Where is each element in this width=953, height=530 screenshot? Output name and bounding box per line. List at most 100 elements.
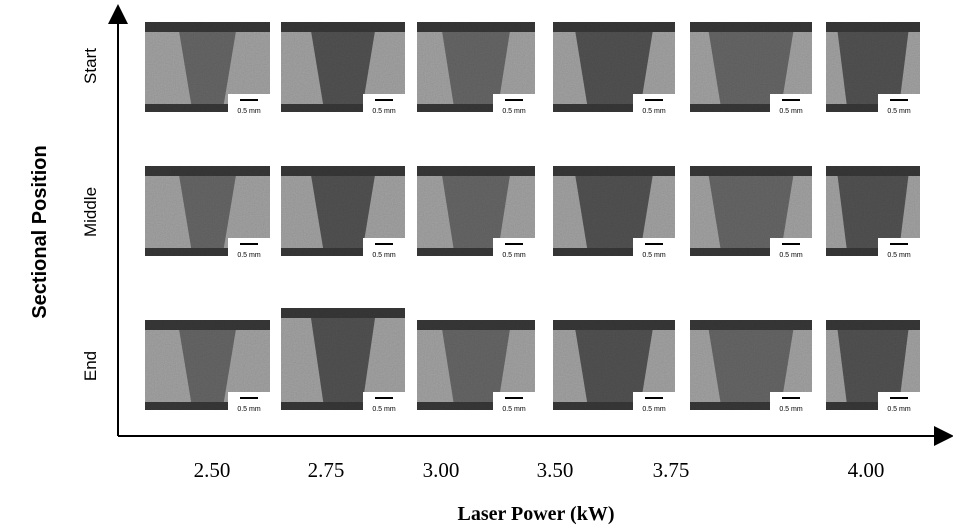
- top-edge: [826, 22, 920, 32]
- top-edge: [826, 320, 920, 330]
- fusion-zone: [440, 320, 512, 410]
- top-edge: [145, 320, 270, 330]
- bottom-edge: [826, 104, 920, 112]
- top-edge: [553, 22, 675, 32]
- micrograph: 0.5 mm: [281, 22, 405, 116]
- scale-bar-box: [878, 392, 920, 414]
- fusion-zone: [309, 22, 377, 112]
- top-edge: [417, 166, 535, 176]
- top-edge: [690, 22, 812, 32]
- scale-bar-label: 0.5 mm: [887, 108, 911, 115]
- micrograph-image: [281, 166, 405, 256]
- x-axis-title: Laser Power (kW): [457, 503, 614, 525]
- fusion-zone: [707, 22, 795, 112]
- bottom-edge: [417, 402, 535, 410]
- scale-bar-label: 0.5 mm: [642, 406, 666, 413]
- scale-bar-label: 0.5 mm: [887, 406, 911, 413]
- bottom-edge: [145, 104, 270, 112]
- bottom-edge: [826, 248, 920, 256]
- micrograph: 0.5 mm: [417, 320, 535, 414]
- column-label: 2.50: [194, 458, 231, 482]
- scale-bar-box: [770, 238, 812, 260]
- scale-bar-box: [363, 94, 405, 116]
- fusion-zone: [573, 166, 655, 256]
- fusion-zone: [177, 320, 238, 410]
- row-label: End: [81, 351, 100, 381]
- y-axis-title: Sectional Position: [29, 145, 51, 318]
- scale-bar-box: [493, 94, 535, 116]
- top-edge: [690, 320, 812, 330]
- column-label: 3.00: [423, 458, 460, 482]
- scale-bar-box: [633, 94, 675, 116]
- scale-bar-label: 0.5 mm: [779, 108, 803, 115]
- scale-bar-box: [228, 94, 270, 116]
- scale-bar-label: 0.5 mm: [779, 406, 803, 413]
- bottom-edge: [553, 104, 675, 112]
- micrograph: 0.5 mm: [145, 22, 270, 116]
- micrograph: 0.5 mm: [553, 22, 675, 116]
- scale-bar-label: 0.5 mm: [642, 108, 666, 115]
- scale-bar-box: [770, 94, 812, 116]
- micrograph: 0.5 mm: [690, 166, 812, 260]
- micrograph: 0.5 mm: [826, 22, 920, 116]
- bottom-edge: [690, 104, 812, 112]
- top-edge: [826, 166, 920, 176]
- fusion-zone: [707, 166, 795, 256]
- micrograph: 0.5 mm: [417, 22, 535, 116]
- micrograph-image: [145, 22, 270, 112]
- scale-bar-box: [770, 392, 812, 414]
- micrograph: 0.5 mm: [145, 320, 270, 414]
- bottom-edge: [553, 248, 675, 256]
- fusion-zone: [573, 320, 655, 410]
- fusion-zone: [836, 22, 910, 112]
- fusion-zone: [309, 166, 377, 256]
- scale-bar-label: 0.5 mm: [372, 108, 396, 115]
- row-label: Start: [81, 48, 100, 84]
- top-edge: [145, 22, 270, 32]
- bottom-edge: [145, 248, 270, 256]
- bottom-edge: [281, 402, 405, 410]
- bottom-edge: [281, 104, 405, 112]
- row-label: Middle: [81, 187, 100, 237]
- top-edge: [145, 166, 270, 176]
- micrograph: 0.5 mm: [553, 320, 675, 414]
- micrograph: 0.5 mm: [826, 166, 920, 260]
- top-edge: [417, 22, 535, 32]
- micrograph: 0.5 mm: [145, 166, 270, 260]
- bottom-edge: [145, 402, 270, 410]
- micrograph: 0.5 mm: [690, 320, 812, 414]
- top-edge: [690, 166, 812, 176]
- scale-bar-box: [633, 392, 675, 414]
- scale-bar-box: [633, 238, 675, 260]
- scale-bar-box: [878, 238, 920, 260]
- fusion-zone: [707, 320, 795, 410]
- scale-bar-label: 0.5 mm: [502, 252, 526, 259]
- scale-bar-label: 0.5 mm: [502, 406, 526, 413]
- scale-bar-label: 0.5 mm: [642, 252, 666, 259]
- scale-bar-box: [493, 392, 535, 414]
- micrograph-image: [417, 320, 535, 410]
- fusion-zone: [177, 166, 238, 256]
- micrograph: 0.5 mm: [281, 166, 405, 260]
- column-label: 4.00: [848, 458, 885, 482]
- top-edge: [417, 320, 535, 330]
- scale-bar-box: [228, 238, 270, 260]
- bottom-edge: [553, 402, 675, 410]
- fusion-zone: [440, 166, 512, 256]
- scale-bar-box: [878, 94, 920, 116]
- micrograph-image: [417, 22, 535, 112]
- scale-bar-box: [363, 238, 405, 260]
- scale-bar-label: 0.5 mm: [237, 252, 261, 259]
- bottom-edge: [690, 248, 812, 256]
- scale-bar-box: [228, 392, 270, 414]
- micrograph: 0.5 mm: [281, 308, 405, 414]
- top-edge: [281, 166, 405, 176]
- top-edge: [281, 308, 405, 318]
- fusion-zone: [573, 22, 655, 112]
- column-label: 3.50: [537, 458, 574, 482]
- fusion-zone: [836, 166, 910, 256]
- fusion-zone: [836, 320, 910, 410]
- bottom-edge: [417, 248, 535, 256]
- scale-bar-label: 0.5 mm: [372, 252, 396, 259]
